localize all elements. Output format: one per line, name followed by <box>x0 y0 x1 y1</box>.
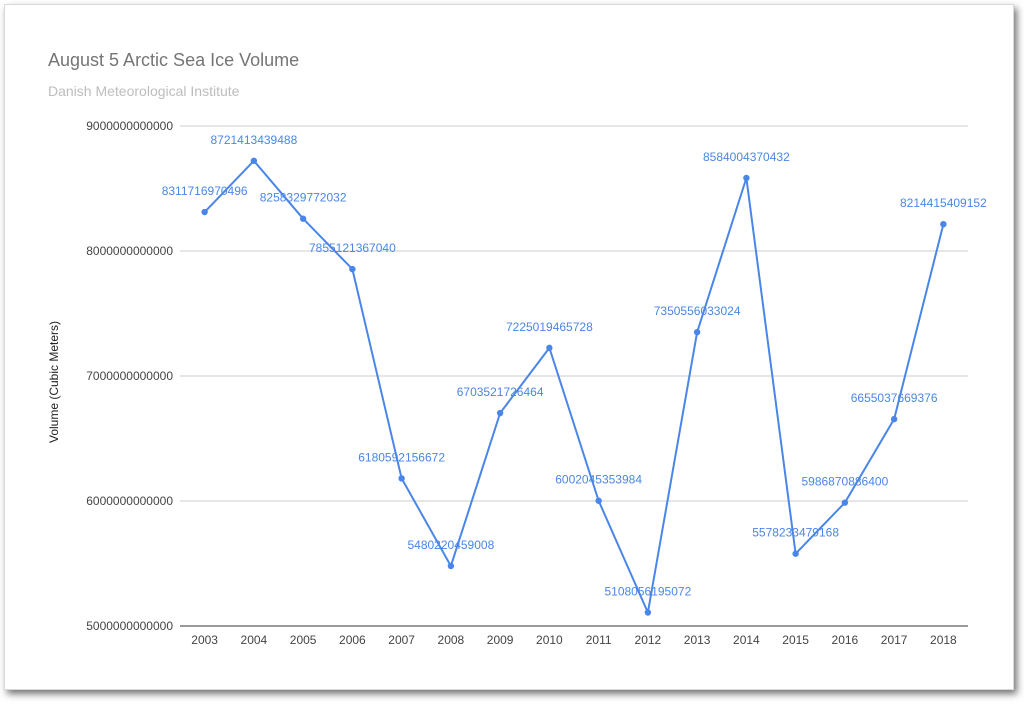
data-point <box>693 328 701 336</box>
y-tick-label: 8000000000000 <box>86 244 173 258</box>
data-label: 7225019465728 <box>506 320 593 334</box>
y-tick-label: 7000000000000 <box>86 369 173 383</box>
data-point <box>595 497 602 504</box>
data-point <box>201 208 208 216</box>
data-label: 5108056195072 <box>604 584 691 598</box>
data-label: 8311716970496 <box>162 184 248 198</box>
y-axis-label: Volume (Cubic Meters) <box>47 321 61 443</box>
data-label: 8258329772032 <box>260 191 347 205</box>
data-point <box>644 609 652 616</box>
gridlines <box>180 125 968 627</box>
data-label: 6655037669376 <box>851 391 938 405</box>
chart-subtitle: Danish Meteorological Institute <box>48 83 240 99</box>
data-label: 8214415409152 <box>900 196 987 210</box>
series-polyline <box>203 159 945 614</box>
data-label: 5578233479168 <box>752 526 839 540</box>
data-labels: 8311716970496 8721413439488 8258329772032 7… <box>162 133 987 599</box>
x-tick-label: 2014 <box>733 633 760 647</box>
x-tick-label: 2017 <box>881 633 908 647</box>
data-point <box>890 415 898 423</box>
x-tick-label: 2015 <box>782 633 809 647</box>
data-label: 8584004370432 <box>703 150 790 164</box>
data-point <box>250 157 258 165</box>
x-tick-label: 2007 <box>388 633 415 647</box>
data-label: 8721413439488 <box>210 133 297 147</box>
x-tick-label: 2005 <box>290 633 317 647</box>
data-label: 6703521726464 <box>457 385 544 399</box>
data-point <box>792 550 799 557</box>
x-tick-label: 2006 <box>339 633 366 647</box>
x-tick-label: 2010 <box>536 633 563 647</box>
x-tick-label: 2012 <box>635 633 662 647</box>
data-label: 6002045353984 <box>555 473 642 487</box>
data-point <box>940 220 947 228</box>
x-tick-label: 2003 <box>191 633 218 647</box>
x-tick-label: 2011 <box>586 633 612 647</box>
data-label: 5986870886400 <box>801 475 888 489</box>
data-label: 5480220459008 <box>407 538 494 552</box>
chart-title: August 5 Arctic Sea Ice Volume <box>48 50 300 70</box>
y-tick-label: 6000000000000 <box>86 494 173 508</box>
data-point <box>299 215 307 222</box>
data-label: 7350556033024 <box>654 304 741 318</box>
data-point <box>546 344 553 352</box>
data-points <box>201 157 947 616</box>
x-tick-label: 2013 <box>684 633 711 647</box>
x-axis-ticks: 2003 2004 2005 2006 2007 2008 2009 2010 2011 2012… <box>191 633 957 647</box>
x-tick-label: 2009 <box>487 633 514 647</box>
x-tick-label: 2004 <box>241 633 268 647</box>
x-tick-label: 2016 <box>832 633 859 647</box>
data-point <box>398 475 405 482</box>
data-point <box>496 409 504 417</box>
series-line <box>203 159 945 614</box>
y-axis-ticks: 5000000000000 6000000000000 7000000000000 8… <box>86 119 173 633</box>
data-label: 7855121367040 <box>309 241 396 255</box>
data-label: 6180592156672 <box>358 450 445 464</box>
data-point <box>349 265 356 273</box>
chart-card: August 5 Arctic Sea Ice Volume Danish Me… <box>4 4 1014 690</box>
y-tick-label: 5000000000000 <box>86 619 173 633</box>
data-point <box>841 499 849 506</box>
data-point <box>447 562 455 570</box>
x-tick-label: 2018 <box>930 633 957 647</box>
data-point <box>743 174 750 182</box>
x-tick-label: 2008 <box>438 633 465 647</box>
y-tick-label: 9000000000000 <box>86 119 173 133</box>
